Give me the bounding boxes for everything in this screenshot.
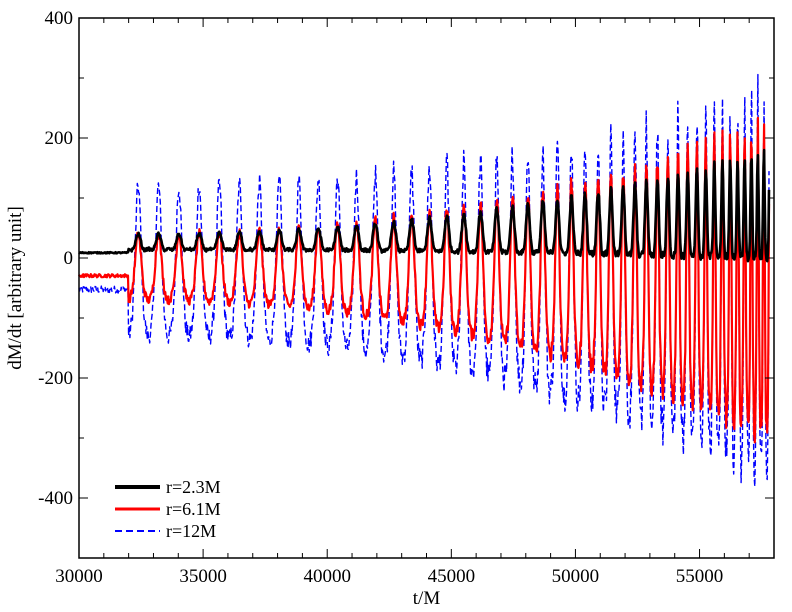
x-tick-label: 55000 [676,566,724,587]
legend-label: r=12M [166,521,216,541]
series-layer [78,73,771,488]
legend-label: r=2.3M [166,477,221,497]
label-layer: 30000 35000 40000 45000 50000 55000 -400 -200 0 2… [5,8,723,609]
x-tick-label: 30000 [55,566,103,587]
y-tick-label: -400 [38,488,73,509]
x-tick-label: 45000 [428,566,476,587]
tick-layer [78,17,775,559]
x-tick-label: 35000 [179,566,227,587]
x-tick-label: 50000 [552,566,600,587]
legend-label: r=6.1M [166,499,221,519]
series-line-r23m [78,148,771,263]
y-tick-label: -200 [38,368,73,389]
x-axis-label: t/M [413,588,441,609]
y-tick-label: 200 [45,128,74,149]
y-tick-label: 400 [45,8,74,29]
x-tick-label: 40000 [303,566,351,587]
y-tick-label: 0 [64,248,74,269]
legend: r=2.3Mr=6.1Mr=12M [115,477,221,541]
series-line-r61m [78,116,771,444]
y-axis-label: dM/dt [arbitrary unit] [5,206,26,370]
